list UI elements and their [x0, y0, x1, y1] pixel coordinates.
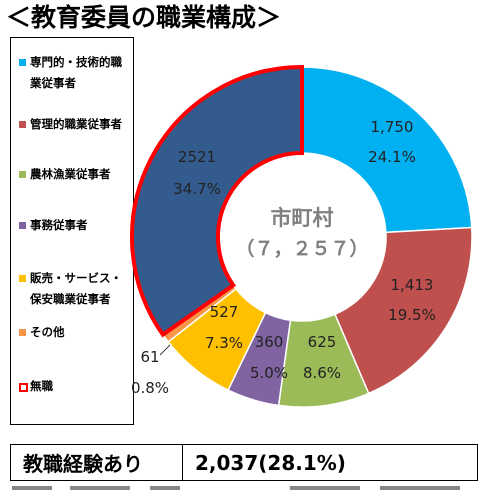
slice-percent-label: 0.8%	[131, 379, 169, 397]
legend-swatch	[19, 222, 26, 229]
slice-value-label: 527	[210, 303, 239, 321]
legend-label: その他	[30, 325, 65, 339]
chart-legend: 専門的・技術的職 業従事者管理的職業従事者 農林漁業従事者 事務従事者販売・サービス・…	[10, 37, 134, 425]
slice-percent-label: 7.3%	[205, 334, 243, 352]
legend-item: その他	[19, 322, 131, 343]
legend-swatch	[19, 121, 26, 128]
slice-value-label: 2521	[178, 148, 216, 166]
teaching-experience-label: 教職経験あり	[11, 445, 183, 480]
slice-percent-label: 8.6%	[303, 364, 341, 382]
legend-item: 販売・サービス・ 保安職業従事者	[19, 268, 131, 310]
page-title: ＜教育委員の職業構成＞	[6, 3, 282, 32]
legend-item: 専門的・技術的職 業従事者	[19, 52, 131, 94]
slice-percent-label: 5.0%	[250, 364, 288, 382]
center-label: 市町村	[271, 206, 334, 230]
slice-value-label: 625	[308, 333, 337, 351]
slice-value-label: 1,750	[371, 118, 414, 136]
slice-value-label: 360	[255, 333, 284, 351]
donut-chart: 1,750 24.1% 1,413 19.5% 625 8.6% 360 5.0% 527 7.3…	[130, 64, 473, 408]
cropped-text-strip	[12, 486, 460, 490]
leader-line	[159, 344, 171, 356]
legend-item: 管理的職業従事者	[19, 114, 131, 135]
legend-swatch	[19, 59, 26, 66]
teaching-experience-value: 2,037(28.1%)	[195, 450, 346, 475]
legend-swatch	[19, 329, 26, 336]
slice-value-label: 1,413	[391, 276, 434, 294]
legend-label: 無職	[30, 379, 53, 393]
legend-swatch	[19, 383, 28, 392]
legend-label: 業従事者	[30, 76, 76, 90]
donut-slice	[333, 226, 473, 395]
legend-label: 農林漁業従事者	[30, 167, 111, 181]
legend-label: 管理的職業従事者	[30, 117, 122, 131]
legend-item: 農林漁業従事者	[19, 164, 131, 185]
slice-percent-label: 24.1%	[368, 148, 416, 166]
slice-percent-label: 34.7%	[173, 180, 221, 198]
legend-label: 保安職業従事者	[30, 292, 111, 306]
legend-item: 事務従事者	[19, 215, 131, 236]
legend-swatch	[19, 171, 26, 178]
legend-label: 専門的・技術的職	[30, 55, 122, 69]
legend-label: 事務従事者	[30, 218, 88, 232]
donut-slice-highlight	[130, 64, 304, 338]
center-total: （７，２５７）	[235, 237, 368, 260]
legend-item: 無職	[19, 376, 131, 397]
legend-swatch	[19, 275, 26, 282]
donut-slice	[301, 66, 473, 234]
teaching-experience-table: 教職経験あり 2,037(28.1%)	[10, 444, 478, 481]
slice-value-label: 61	[140, 348, 159, 366]
legend-label: 販売・サービス・	[30, 271, 122, 285]
slice-percent-label: 19.5%	[388, 306, 436, 324]
